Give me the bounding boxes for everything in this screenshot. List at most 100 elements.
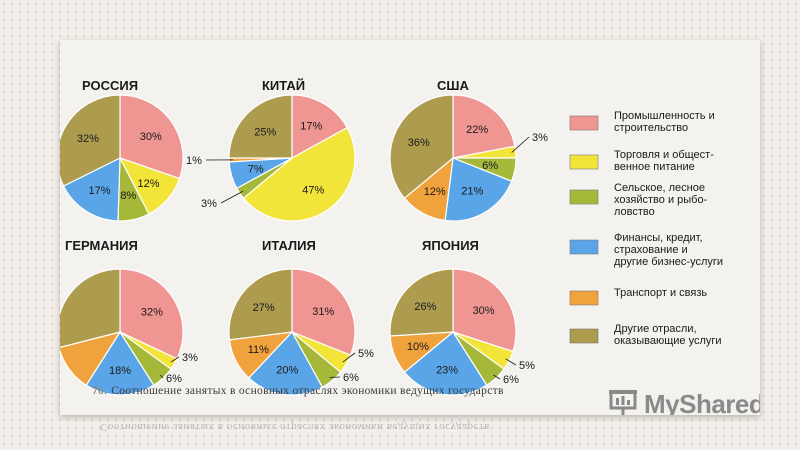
pie-slice xyxy=(248,330,324,396)
pie-slice xyxy=(60,94,121,187)
pie-slice xyxy=(403,331,488,396)
pie-slice xyxy=(291,268,356,356)
slice-label: 32% xyxy=(77,133,99,145)
slice-label: 22% xyxy=(466,124,488,136)
slice-label: 47% xyxy=(302,184,324,196)
logo-text: MyShared xyxy=(644,388,760,416)
pie-slice xyxy=(119,268,184,360)
legend-label: другие бизнес-услуги xyxy=(614,256,723,268)
slice-label: 12% xyxy=(424,186,446,198)
slice-label: 3% xyxy=(201,198,217,210)
legend-label: строительство xyxy=(614,122,688,134)
legend-label: Сельское, лесное xyxy=(614,182,705,194)
slice-label: 1% xyxy=(186,155,202,167)
pie-slice xyxy=(242,126,356,222)
figure-caption: 76. Соотношение занятых в основных отрасл… xyxy=(92,385,504,397)
legend-item: Торговля и общест-венное питание xyxy=(569,149,714,173)
legend-label: Другие отрасли, xyxy=(614,323,697,335)
legend-label: Транспорт и связь xyxy=(614,287,707,299)
pie-slice xyxy=(389,268,454,337)
pie-slice xyxy=(389,94,454,200)
slide: РОССИЯ 30% 12% 8% 17% 32% КИТАЙ 17% 47% 3% 7% 1% 25%… xyxy=(60,40,760,415)
legend-swatch xyxy=(569,239,599,255)
pie-charts-figure: РОССИЯ30%12%8%17%32%КИТАЙ17%47%3%7%1%25%… xyxy=(60,78,723,396)
pie-slice xyxy=(291,94,349,160)
slice-label: 5% xyxy=(519,360,535,372)
pie-slice xyxy=(228,94,293,159)
chart-title: США xyxy=(437,78,469,93)
slice-label: 18% xyxy=(109,365,131,377)
pie-chart-4: ГЕРМАНИЯ 32% 3%6% 18% xyxy=(60,238,198,396)
pie-chart-6: ЯПОНИЯ 30% 5%6% 23% 10% 26% xyxy=(389,238,535,396)
legend-swatch xyxy=(569,154,599,170)
pie-slice xyxy=(62,157,121,222)
reflection-caption: Соотношение занятых в основных отраслях … xyxy=(100,421,490,433)
pie-slice xyxy=(228,268,293,341)
slice-label: 6% xyxy=(482,160,498,172)
legend-swatch xyxy=(569,328,599,344)
legend-item: Другие отрасли,оказывающие услуги xyxy=(569,323,722,347)
slice-label: 8% xyxy=(120,190,136,202)
pie-chart-2: КИТАЙ 17% 47% 3% 7% 1% 25% xyxy=(186,78,356,222)
slice-label: 36% xyxy=(408,137,430,149)
pie-slice xyxy=(119,94,184,180)
slice-label: 30% xyxy=(140,131,162,143)
leader-line xyxy=(493,374,501,380)
pie-slice xyxy=(444,157,513,222)
leader-line xyxy=(505,358,517,366)
pie-chart-3: США 22% 3% 6% 21% 12% 36% xyxy=(389,78,548,222)
slice-label: 30% xyxy=(473,305,495,317)
slice-label: 12% xyxy=(138,178,160,190)
legend-label: страхование и xyxy=(614,244,688,256)
slice-label: 6% xyxy=(503,374,519,386)
pie-slice xyxy=(85,330,155,396)
pie-chart-5: ИТАЛИЯ 31% 5% 6% 20% 11% 27% xyxy=(228,238,374,396)
chart-title: ГЕРМАНИЯ xyxy=(65,238,138,253)
legend-label: оказывающие услуги xyxy=(614,335,722,347)
slice-label: 10% xyxy=(407,341,429,353)
leader-line xyxy=(511,136,530,153)
leader-line xyxy=(170,356,180,363)
legend-swatch xyxy=(569,115,599,131)
legend-label: хозяйство и рыбо- xyxy=(614,194,708,206)
slice-label: 6% xyxy=(166,373,182,385)
slice-label: 17% xyxy=(89,185,111,197)
leader-line xyxy=(220,190,244,204)
chart-title: КИТАЙ xyxy=(262,78,305,93)
slice-label: 20% xyxy=(276,365,298,377)
pie-slice xyxy=(60,331,122,387)
slice-label: 17% xyxy=(300,120,322,132)
slice-label: 7% xyxy=(248,164,264,176)
legend-label: ловство xyxy=(614,206,655,218)
slice-label: 5% xyxy=(358,348,374,360)
legend-swatch xyxy=(569,189,599,205)
leader-line xyxy=(160,374,164,379)
slice-label: 27% xyxy=(253,302,275,314)
slice-label: 23% xyxy=(436,364,458,376)
legend-label: венное питание xyxy=(614,161,695,173)
legend-swatch xyxy=(569,290,599,306)
pie-chart-1: РОССИЯ 30% 12%8% 17% 32% xyxy=(60,78,184,222)
pie-slice xyxy=(60,268,121,349)
presentation-board-icon xyxy=(609,390,637,415)
slice-label: 31% xyxy=(312,306,334,318)
slide-reflection: Соотношение занятых в основных отраслях … xyxy=(60,417,760,450)
slice-label: 32% xyxy=(141,307,163,319)
pie-slice xyxy=(452,94,516,159)
caption-number: 76. xyxy=(92,385,108,397)
pie-slice xyxy=(452,268,517,353)
legend-item: Транспорт и связь xyxy=(569,287,707,306)
legend-label: Промышленность и xyxy=(614,110,715,122)
chart-title: РОССИЯ xyxy=(82,78,138,93)
chart-title: ИТАЛИЯ xyxy=(262,238,316,253)
leader-line xyxy=(342,352,356,363)
slice-label: 11% xyxy=(248,344,269,356)
slice-label: 26% xyxy=(414,301,436,313)
slice-label: 3% xyxy=(182,352,198,364)
slice-label: 25% xyxy=(254,126,276,138)
myshared-logo: MyShared xyxy=(608,388,760,415)
